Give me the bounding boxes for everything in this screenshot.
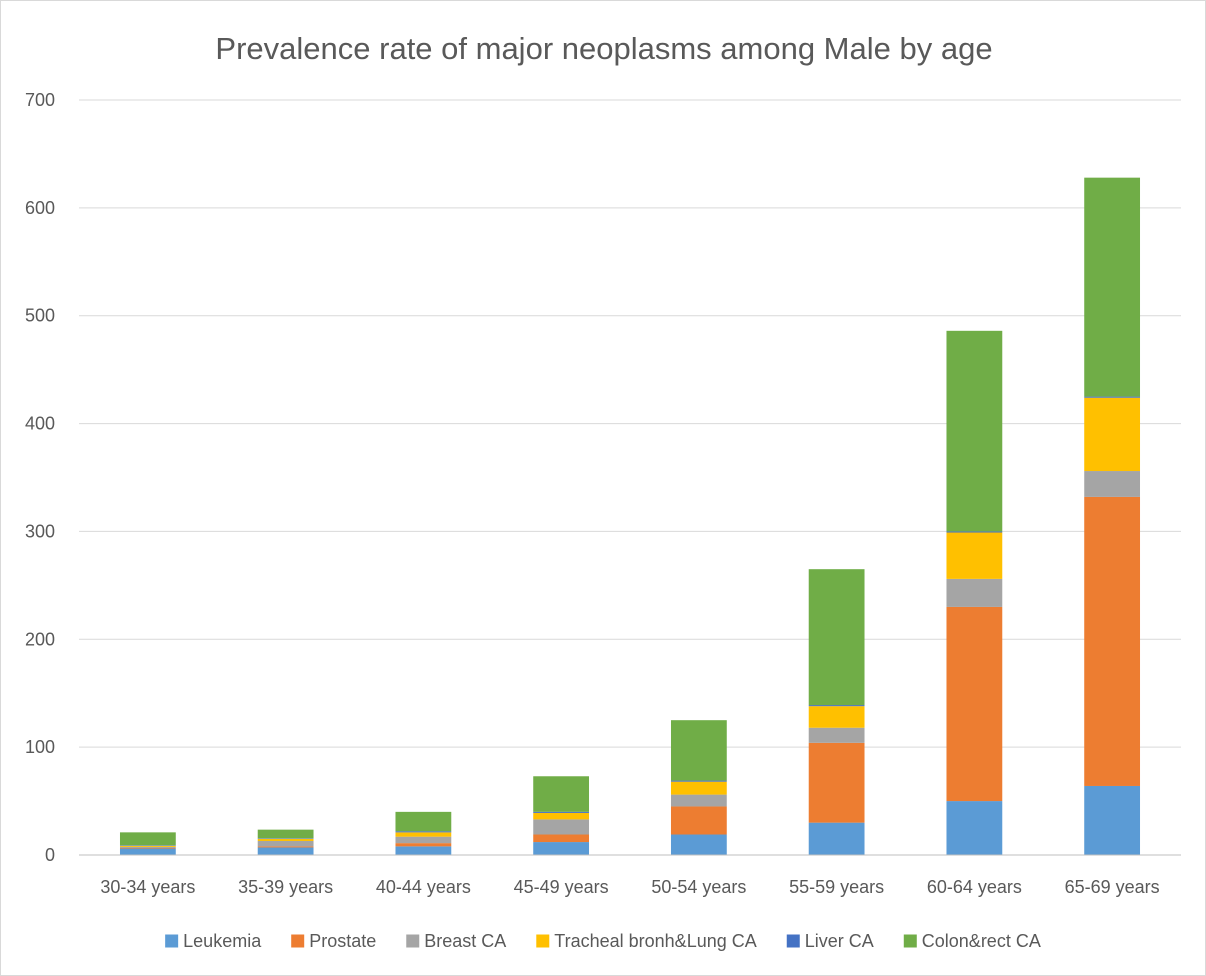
bar-segment-breast-ca [1084,471,1141,497]
legend-label: Colon&rect CA [922,931,1041,951]
bar-segment-tracheal-bronh-lung-ca [395,832,452,837]
bar-segment-colon-rect-ca [808,569,865,706]
y-tick-label: 500 [25,306,55,326]
bar-segment-breast-ca [670,794,727,807]
legend-swatch [903,934,917,948]
y-tick-label: 100 [25,737,55,757]
bar-segment-breast-ca [119,846,176,848]
bar-segment-colon-rect-ca [1084,177,1141,397]
bar-segment-breast-ca [946,578,1003,607]
bar-segment-breast-ca [533,819,590,835]
y-tick-label: 0 [45,845,55,865]
bar-segment-tracheal-bronh-lung-ca [257,838,314,841]
x-tick-label: 60-64 years [927,877,1022,897]
legend-swatch [786,934,800,948]
x-tick-label: 30-34 years [100,877,195,897]
bar-segment-prostate [533,834,590,843]
bar-segment-prostate [1084,496,1141,786]
legend-label: Leukemia [183,931,262,951]
bar-segment-tracheal-bronh-lung-ca [808,706,865,728]
bar-segment-colon-rect-ca [670,720,727,781]
y-tick-label: 700 [25,90,55,110]
bar-segment-liver-ca [946,531,1003,533]
bar-segment-leukemia [119,848,176,855]
bar-segment-prostate [257,846,314,848]
bar-segment-liver-ca [1084,396,1141,398]
bar-segment-leukemia [670,834,727,855]
bar-segment-liver-ca [395,831,452,833]
bar-segment-colon-rect-ca [119,832,176,846]
bar-segment-prostate [946,606,1003,802]
x-tick-label: 55-59 years [789,877,884,897]
bar-segment-tracheal-bronh-lung-ca [119,845,176,847]
bar-segment-liver-ca [119,845,176,846]
x-tick-label: 45-49 years [514,877,609,897]
bar-segment-liver-ca [257,838,314,839]
bar-segment-breast-ca [808,727,865,743]
bar-segment-leukemia [533,842,590,855]
x-tick-label: 40-44 years [376,877,471,897]
bar-segment-liver-ca [670,780,727,782]
y-tick-label: 200 [25,629,55,649]
x-tick-label: 35-39 years [238,877,333,897]
legend-label: Tracheal bronh&Lung CA [554,931,756,951]
bar-segment-leukemia [946,801,1003,855]
bar-segment-prostate [808,742,865,823]
bar-segment-colon-rect-ca [395,811,452,832]
bar-segment-tracheal-bronh-lung-ca [533,812,590,820]
bar-segment-colon-rect-ca [946,330,1003,532]
bar-segment-liver-ca [808,705,865,707]
bar-segment-tracheal-bronh-lung-ca [946,532,1003,579]
y-tick-label: 300 [25,521,55,541]
bar-segment-breast-ca [395,836,452,844]
bar-segment-prostate [395,843,452,847]
legend-swatch [291,934,305,948]
bar-segment-liver-ca [533,811,590,813]
x-tick-label: 50-54 years [651,877,746,897]
legend: Leukemia Prostate Breast CA Tracheal bronh&… [165,931,1041,951]
y-tick-label: 400 [25,414,55,434]
bars [119,177,1141,855]
gridlines [79,99,1181,748]
bar-segment-colon-rect-ca [257,829,314,839]
bar-segment-leukemia [1084,785,1141,855]
y-tick-label: 600 [25,198,55,218]
bar-segment-prostate [670,806,727,835]
legend-swatch [536,934,550,948]
legend-swatch [406,934,420,948]
bar-segment-tracheal-bronh-lung-ca [670,781,727,795]
bar-segment-leukemia [257,847,314,855]
bar-segment-prostate [119,847,176,849]
legend-label: Breast CA [424,931,506,951]
x-tick-label: 65-69 years [1065,877,1160,897]
axes: 0 100 200 300 400 500 600 700 30-34 years 35-39 y… [25,90,1181,897]
bar-segment-colon-rect-ca [533,776,590,812]
legend-label: Prostate [309,931,376,951]
legend-label: Liver CA [805,931,874,951]
chart-title: Prevalence rate of major neoplasms among… [215,31,992,66]
bar-segment-tracheal-bronh-lung-ca [1084,397,1141,472]
legend-swatch [165,934,179,948]
bar-segment-leukemia [395,846,452,855]
bar-segment-leukemia [808,822,865,855]
bar-segment-breast-ca [257,840,314,847]
